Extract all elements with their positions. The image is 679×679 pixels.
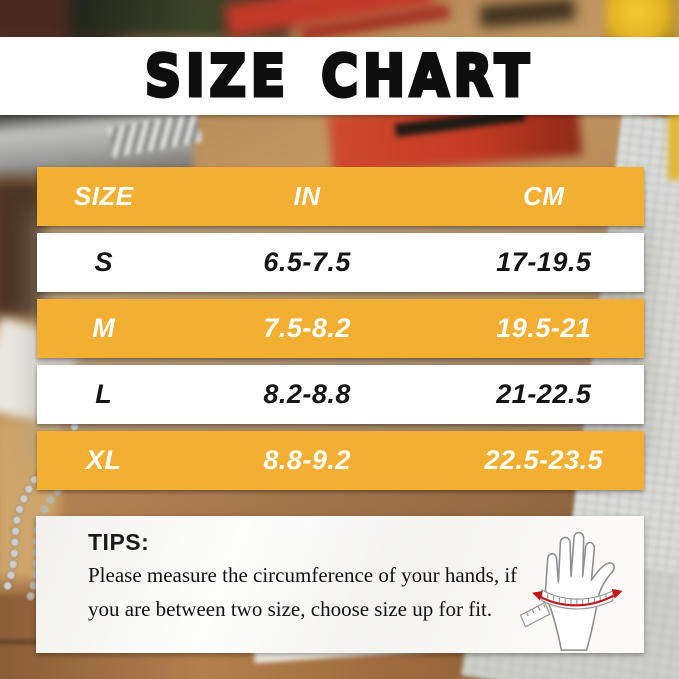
inches-value: 8.8-9.2	[263, 445, 351, 475]
table-row-m: M 7.5-8.2 19.5-21	[37, 299, 644, 358]
size-label: S	[94, 247, 114, 277]
tips-heading: TIPS:	[88, 529, 150, 555]
column-header-size: SIZE	[73, 181, 134, 211]
hand-measure-icon	[519, 531, 623, 651]
photo-yellow-tape-coil	[605, 0, 677, 44]
column-header-in: IN	[293, 181, 321, 211]
inches-value: 8.2-8.8	[263, 379, 351, 409]
table-row-l: L 8.2-8.8 21-22.5	[37, 365, 644, 424]
cm-value: 21-22.5	[496, 379, 592, 409]
column-header-cm: CM	[523, 181, 565, 211]
photo-dark-wood-left	[0, 178, 44, 318]
cm-value: 19.5-21	[496, 313, 592, 343]
tips-panel: TIPS: Please measure the circumference o…	[36, 516, 644, 653]
inches-value: 6.5-7.5	[263, 247, 351, 277]
tips-body: Please measure the circumference of your…	[88, 563, 518, 621]
cm-value: 22.5-23.5	[484, 445, 604, 475]
title-banner: SIZE CHART	[0, 37, 679, 115]
photo-yellow-tape-edge	[668, 110, 679, 180]
inches-value: 7.5-8.2	[263, 313, 351, 343]
table-row-s: S 6.5-7.5 17-19.5	[37, 233, 644, 292]
size-label: L	[95, 379, 113, 409]
size-label: XL	[86, 445, 122, 475]
page-title: SIZE CHART	[143, 41, 535, 111]
size-label: M	[92, 313, 116, 343]
table-row-xl: XL 8.8-9.2 22.5-23.5	[37, 431, 644, 490]
size-table: SIZE IN CM S 6.5-7.5 17-19.5 M 7.5-8.2 1…	[37, 167, 644, 490]
cm-value: 17-19.5	[496, 247, 592, 277]
table-header-row: SIZE IN CM	[37, 167, 644, 226]
